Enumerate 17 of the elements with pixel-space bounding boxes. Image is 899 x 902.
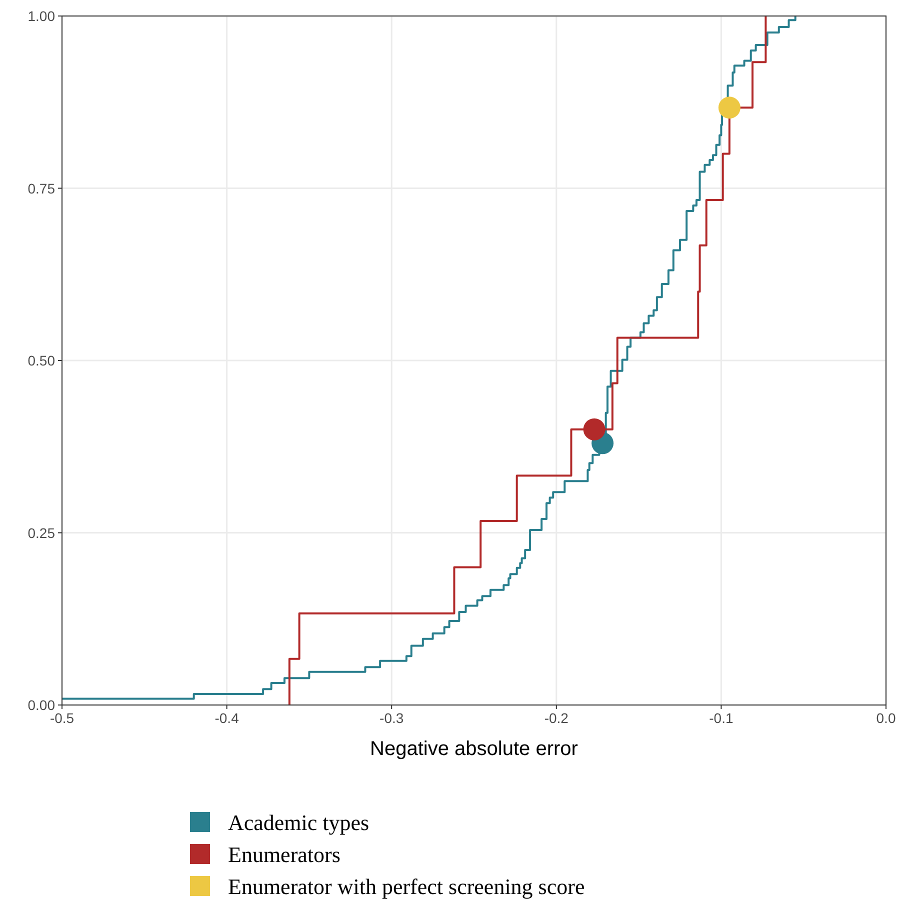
x-axis-title: Negative absolute error	[370, 738, 578, 760]
y-tick-label: 0.00	[28, 697, 56, 713]
legend-label: Academic types	[228, 810, 370, 835]
x-tick-label: -0.5	[50, 710, 74, 726]
y-tick-label: 0.75	[28, 180, 56, 196]
legend-label: Enumerator with perfect screening score	[228, 874, 585, 899]
y-tick-label: 0.25	[28, 524, 56, 541]
point	[583, 418, 606, 440]
x-tick-label: -0.4	[214, 710, 240, 726]
x-tick-label: -0.1	[709, 710, 734, 726]
y-tick-label: 1.00	[28, 8, 56, 24]
point	[718, 96, 740, 119]
x-tick-label: -0.3	[380, 710, 404, 726]
legend-label: Enumerators	[228, 842, 340, 867]
x-tick-label: 0.0	[876, 710, 896, 726]
y-tick-label: 0.50	[28, 352, 56, 368]
x-tick-label: -0.2	[544, 710, 569, 726]
